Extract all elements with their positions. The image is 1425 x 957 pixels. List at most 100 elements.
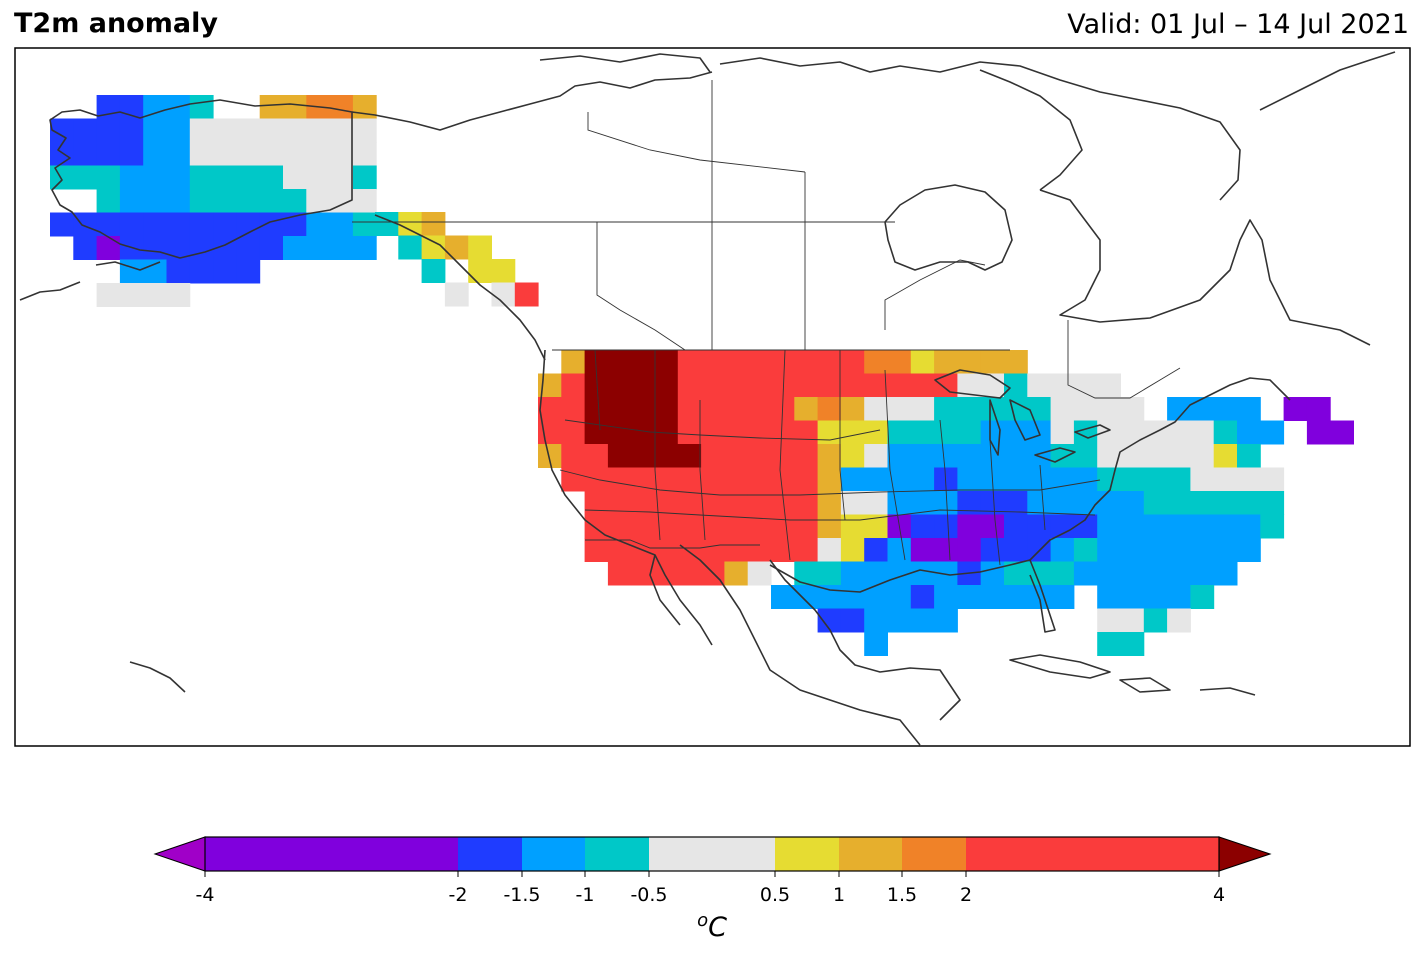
anomaly-cell [1213, 420, 1238, 445]
anomaly-cell [887, 350, 912, 374]
anomaly-cell [50, 212, 74, 237]
anomaly-cell [607, 397, 632, 421]
anomaly-cell [1050, 491, 1075, 515]
anomaly-cell [887, 397, 912, 421]
anomaly-cell [631, 561, 655, 586]
anomaly-cell [840, 608, 865, 633]
anomaly-cell [1260, 420, 1285, 445]
anomaly-cell [166, 142, 191, 166]
anomaly-cell [283, 189, 307, 213]
anomaly-cell [189, 165, 214, 190]
anomaly-cell [910, 397, 935, 421]
anomaly-cell [1167, 514, 1191, 539]
anomaly-cell [491, 282, 516, 307]
anomaly-cell [654, 491, 679, 515]
anomaly-cell [1073, 467, 1098, 492]
anomaly-cell [1190, 538, 1215, 562]
anomaly-cell [1073, 444, 1098, 468]
colorbar-bin [839, 837, 902, 871]
anomaly-cell [1004, 491, 1028, 515]
anomaly-cell [887, 420, 912, 445]
anomaly-cell [96, 142, 121, 166]
anomaly-cell [724, 561, 749, 586]
anomaly-cell [1213, 514, 1238, 539]
anomaly-cell [306, 212, 331, 237]
anomaly-cell [306, 189, 331, 213]
anomaly-cell [980, 491, 1005, 515]
anomaly-cell [1097, 585, 1121, 609]
anomaly-cell [514, 282, 539, 307]
colorbar-bin [966, 837, 1219, 871]
anomaly-cell [561, 420, 586, 445]
anomaly-cell [794, 514, 819, 539]
anomaly-cell [957, 373, 982, 398]
anomaly-cell [1190, 514, 1215, 539]
anomaly-grid [50, 95, 1354, 656]
anomaly-cell [887, 467, 912, 492]
anomaly-cell [1004, 467, 1028, 492]
anomaly-cell [306, 118, 331, 143]
anomaly-cell [444, 282, 469, 307]
colorbar-bin [585, 837, 649, 871]
anomaly-cell [1237, 491, 1261, 515]
anomaly-cell [1167, 561, 1191, 586]
anomaly-cell [654, 397, 679, 421]
anomaly-cell [1120, 632, 1145, 656]
anomaly-cell [887, 444, 912, 468]
anomaly-cell [607, 467, 632, 492]
anomaly-cell [1027, 373, 1052, 398]
anomaly-cell [677, 561, 702, 586]
anomaly-cell [584, 491, 609, 515]
anomaly-cell [352, 236, 377, 260]
anomaly-cell [701, 397, 725, 421]
anomaly-cell [701, 350, 725, 374]
anomaly-cell [794, 467, 819, 492]
anomaly-cell [701, 373, 725, 398]
colorbar-bin [205, 837, 458, 871]
anomaly-cell [747, 444, 772, 468]
anomaly-cell [771, 585, 795, 609]
anomaly-cell [189, 189, 214, 213]
anomaly-cell [352, 118, 377, 143]
anomaly-cell [607, 444, 632, 468]
political-borders [352, 80, 1181, 566]
anomaly-cell [864, 397, 888, 421]
anomaly-cell [747, 538, 772, 562]
anomaly-cell [794, 538, 819, 562]
anomaly-cell [1330, 420, 1354, 445]
anomaly-cell [584, 538, 609, 562]
anomaly-cell [910, 350, 935, 374]
anomaly-cell [491, 259, 516, 283]
anomaly-cell [1120, 420, 1145, 445]
colorbar-tick-label: 0.5 [760, 884, 790, 906]
anomaly-cell [1213, 397, 1238, 421]
anomaly-cell [701, 538, 725, 562]
anomaly-cell [887, 585, 912, 609]
anomaly-cell [538, 397, 562, 421]
anomaly-cell [771, 373, 795, 398]
anomaly-cell [980, 585, 1005, 609]
anomaly-cell [794, 491, 819, 515]
colorbar-extend-high [1218, 836, 1272, 872]
anomaly-cell [329, 236, 354, 260]
anomaly-cell [1167, 491, 1191, 515]
anomaly-cell [724, 538, 749, 562]
anomaly-cell [259, 118, 284, 143]
anomaly-cell [213, 189, 237, 213]
anomaly-cell [1306, 397, 1331, 421]
anomaly-cell [189, 118, 214, 143]
anomaly-cell [352, 212, 377, 237]
anomaly-cell [840, 350, 865, 374]
anomaly-cell [794, 561, 819, 586]
anomaly-cell [910, 561, 935, 586]
anomaly-cell [817, 538, 842, 562]
anomaly-cell [1120, 491, 1145, 515]
anomaly-cell [1050, 561, 1075, 586]
map-frame [14, 47, 1411, 747]
anomaly-cell [1120, 514, 1145, 539]
anomaly-cell [213, 165, 237, 190]
anomaly-cell [701, 444, 725, 468]
anomaly-cell [259, 212, 284, 237]
anomaly-cell [934, 585, 958, 609]
anomaly-cell [864, 561, 888, 586]
